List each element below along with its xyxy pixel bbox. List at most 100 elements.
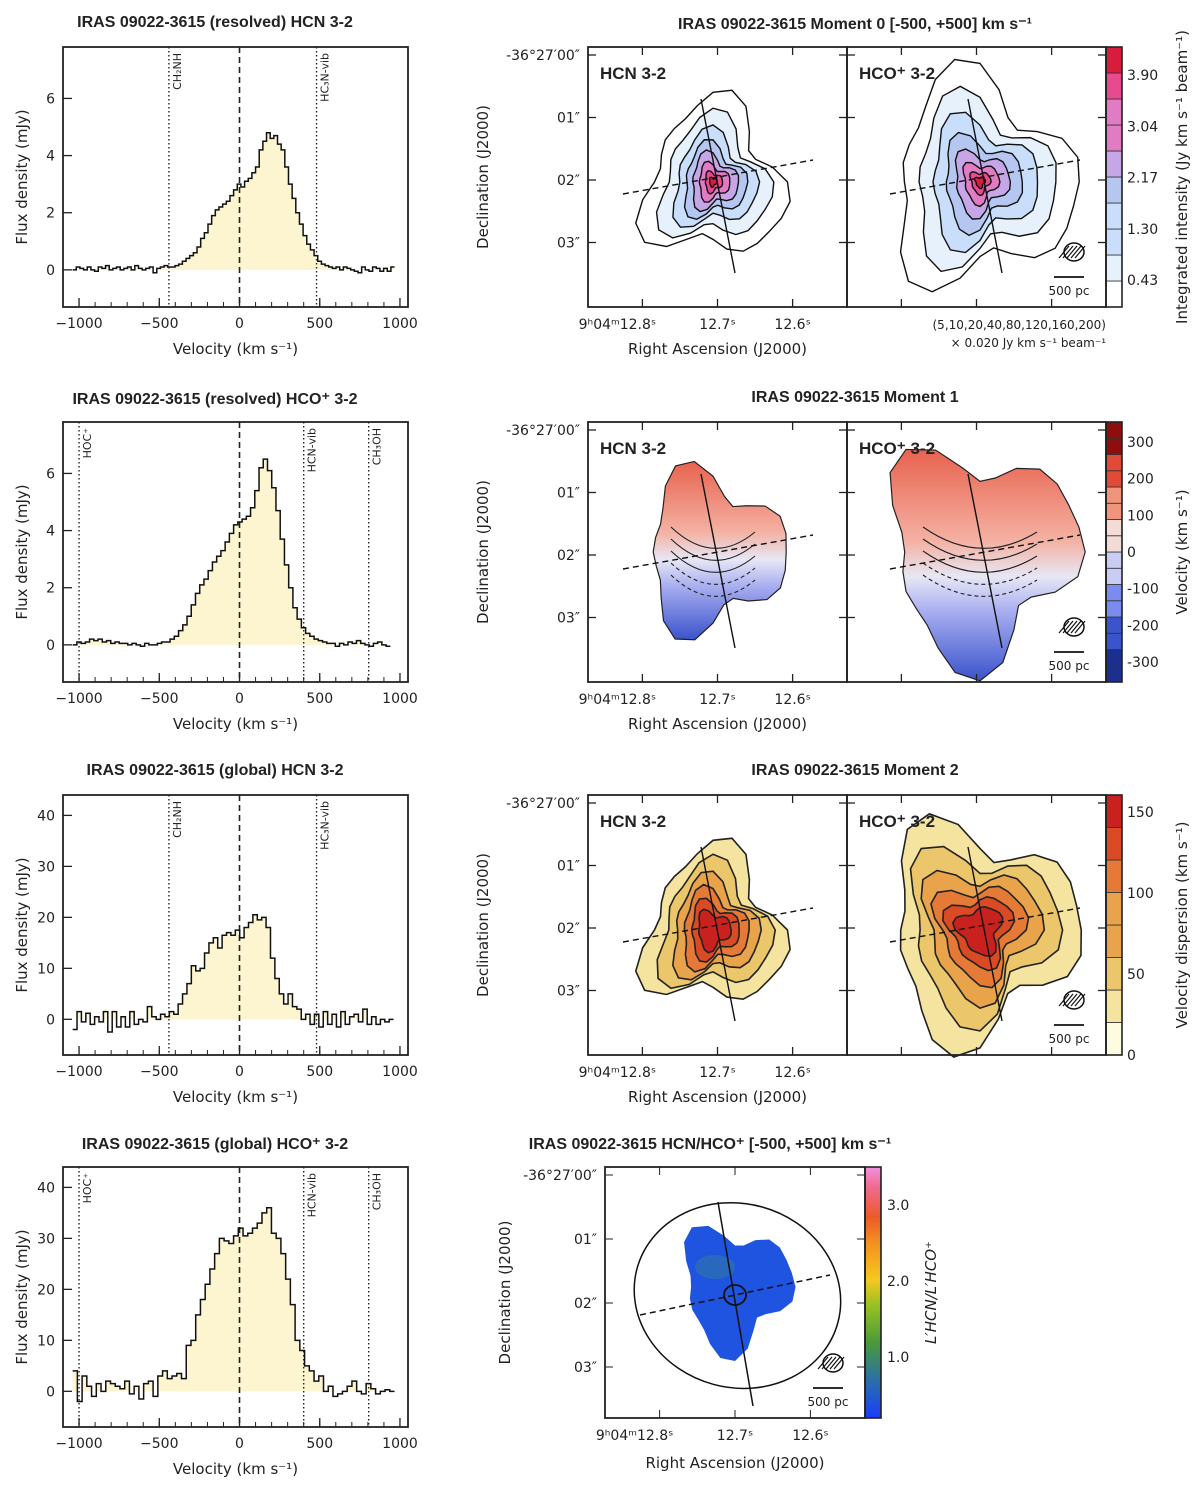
isovelocity-contour [670, 550, 756, 573]
velocity-field [889, 448, 1086, 682]
y-axis-label: Declination (J2000) [474, 105, 492, 249]
x-tick-label: 1000 [382, 1064, 418, 1080]
y-tick-label: 10 [37, 1333, 55, 1349]
y-axis-label: Flux density (mJy) [13, 484, 31, 619]
spectrum-panel-4: IRAS 09022-3615 (global) HCO⁺ 3-2 HOC⁺ HC… [0, 1120, 420, 1490]
colorbar-tick-label: 0.43 [1127, 273, 1158, 289]
isovelocity-contour [922, 538, 1038, 561]
beam-hatch [1058, 620, 1070, 634]
spectrum-fill [72, 914, 394, 1020]
spectrum-panel-1: IRAS 09022-3615 (resolved) HCN 3-2 CH₂NH… [0, 0, 420, 370]
contour-level [708, 176, 719, 189]
major-axis-line [967, 98, 1003, 274]
y-axis-label: Declination (J2000) [496, 1221, 514, 1365]
beam-hatch [1066, 245, 1078, 259]
axes-frame [62, 46, 409, 308]
colorbar-segment [1105, 632, 1123, 650]
dec-tick-label: 01″ [557, 486, 580, 502]
species-label: HC₃N-vib [319, 801, 332, 850]
colorbar-segment [1105, 254, 1123, 282]
x-tick-label: 1000 [382, 1436, 418, 1452]
dec-tick-label: 02″ [557, 548, 580, 564]
colorbar-tick-label: 100 [1127, 508, 1154, 524]
beam-icon [1063, 990, 1085, 1010]
colorbar-tick-label: 0 [1127, 1048, 1136, 1064]
map-panel-hcn [622, 460, 814, 649]
colorbar-tick-label: 3.90 [1127, 68, 1158, 84]
y-tick-label: 30 [37, 859, 55, 875]
y-tick-label: 6 [46, 466, 55, 482]
species-label: CH₂NH [171, 801, 184, 838]
colorbar-segment [1105, 567, 1123, 585]
velocity-field [652, 460, 787, 641]
x-tick-label: −500 [140, 316, 178, 332]
ra-tick-label: 12.6ˢ [792, 1428, 828, 1444]
x-tick-label: −500 [140, 1436, 178, 1452]
spectrum-fill [72, 132, 395, 270]
spectrum-line [72, 1207, 395, 1403]
spectrum-panel-3: IRAS 09022-3615 (global) HCN 3-2 CH₂NH HC… [0, 748, 420, 1118]
colorbar-tick-label: -100 [1127, 582, 1159, 598]
ratio-panel: IRAS 09022-3615 HCN/HCO⁺ [-500, +500] km… [460, 1120, 1200, 1490]
colorbar-tick-label: 0 [1127, 545, 1136, 561]
ra-tick-label: 9ʰ04ᵐ12.8ˢ [579, 317, 657, 333]
major-axis-line [967, 846, 1003, 1022]
x-tick-label: 500 [306, 316, 333, 332]
y-tick-label: 4 [46, 149, 55, 165]
x-tick-label: 500 [306, 1064, 333, 1080]
beam-icon [1063, 617, 1085, 637]
y-tick-label: 40 [37, 808, 55, 824]
colorbar-tick-label: 300 [1127, 435, 1154, 451]
x-axis-label: Velocity (km s⁻¹) [173, 340, 298, 358]
beam-hatch [1074, 993, 1086, 1007]
colorbar-segment [1105, 519, 1123, 537]
panel-label: HCO⁺ 3-2 [859, 64, 935, 83]
dec-tick-label: 03″ [557, 611, 580, 627]
x-tick-label: −500 [140, 691, 178, 707]
x-tick-label: 1000 [382, 316, 418, 332]
x-tick-label: 0 [235, 316, 244, 332]
ratio-map: 3.0 2.0 1.0 L′HCN/L′HCO⁺ 9ʰ04ᵐ12.8ˢ 12.7ˢ 12.6… [496, 1166, 940, 1472]
beam-hatch [833, 1356, 845, 1370]
y-tick-label: 2 [46, 581, 55, 597]
y-tick-label: 0 [46, 1012, 55, 1028]
panel-label: HCN 3-2 [600, 812, 666, 831]
scalebar-label: 500 pc [1049, 284, 1090, 298]
ratio-field-highlight [695, 1255, 735, 1279]
dec-tick-label: 03″ [557, 236, 580, 252]
ra-tick-label: 9ʰ04ᵐ12.8ˢ [596, 1428, 674, 1444]
y-tick-label: 6 [46, 91, 55, 107]
panel-label: HCO⁺ 3-2 [859, 439, 935, 458]
x-tick-label: 500 [306, 691, 333, 707]
colorbar-tick-label: -300 [1127, 655, 1159, 671]
colorbar-segment [1105, 535, 1123, 553]
colorbar-segment [1105, 150, 1123, 178]
x-tick-label: 1000 [382, 691, 418, 707]
x-tick-label: −1000 [55, 316, 102, 332]
major-axis-line [967, 473, 1003, 649]
ra-tick-label: 9ʰ04ᵐ12.8ˢ [579, 1065, 657, 1081]
colorbar-segment [1105, 892, 1123, 926]
y-tick-label: 20 [37, 1282, 55, 1298]
species-label: CH₂NH [171, 53, 184, 90]
y-axis-label: Flux density (mJy) [13, 109, 31, 244]
beam-hatch [1074, 245, 1086, 259]
colorbar-tick-label: 3.0 [887, 1198, 909, 1214]
beam-hatch [1062, 245, 1074, 259]
y-tick-label: 20 [37, 910, 55, 926]
colorbar-tick-label: 150 [1127, 805, 1154, 821]
spectrum-line [72, 458, 391, 648]
colorbar-segment [1105, 502, 1123, 520]
isovelocity-contour [670, 526, 756, 549]
colorbar-segment [1105, 437, 1123, 455]
moment1-title: IRAS 09022-3615 Moment 1 [751, 389, 959, 406]
x-axis-label: Right Ascension (J2000) [628, 715, 807, 733]
species-label: HCN-vib [306, 1173, 319, 1217]
beam-hatch [1062, 993, 1074, 1007]
dec-tick-label: 03″ [557, 984, 580, 1000]
colorbar-segment [1105, 794, 1123, 828]
spectrum-title: IRAS 09022-3615 (global) HCN 3-2 [86, 762, 344, 779]
colorbar-tick-label: 50 [1127, 967, 1145, 983]
beam-hatch [821, 1356, 833, 1370]
colorbar-segment [1105, 202, 1123, 230]
